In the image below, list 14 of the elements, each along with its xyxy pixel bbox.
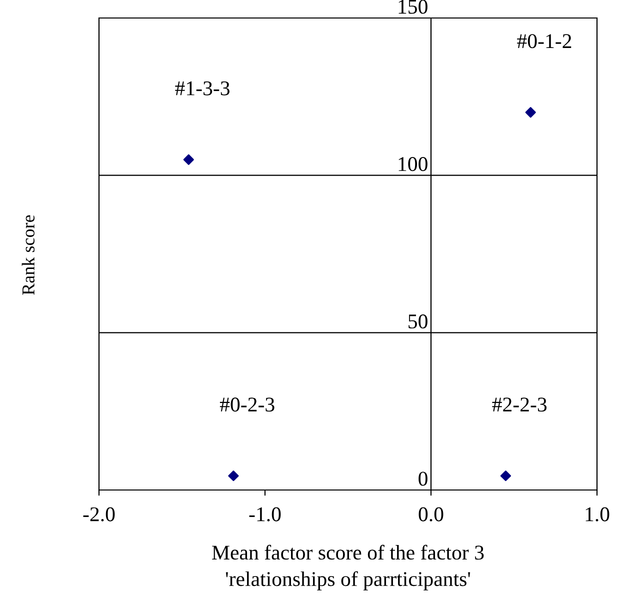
annotation: #0-1-2 (517, 34, 572, 48)
x-axis-title: Mean factor score of the factor 3 'relationships of parrticipants' (212, 544, 484, 590)
y-tick-label: 0 (418, 472, 428, 486)
annotation: #0-2-3 (220, 398, 274, 412)
x-tick-label: 0.0 (418, 507, 444, 522)
y-tick-label: 100 (398, 157, 428, 172)
x-tick-label: -2.0 (83, 507, 115, 522)
y-tick-label: 150 (398, 0, 428, 14)
y-axis-title: Rank score (22, 215, 35, 295)
annotation: #1-3-3 (175, 81, 230, 96)
y-tick-label: 50 (408, 314, 428, 328)
x-tick-label: 1.0 (586, 507, 610, 522)
x-tick-label: -1.0 (249, 507, 281, 522)
annotation: #2-2-3 (492, 398, 547, 412)
